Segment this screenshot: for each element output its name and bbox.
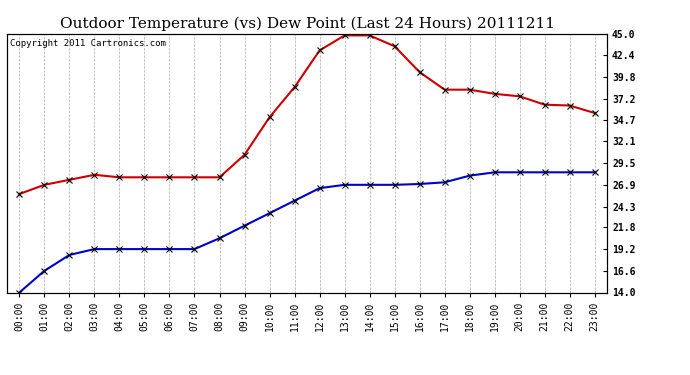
Text: Copyright 2011 Cartronics.com: Copyright 2011 Cartronics.com — [10, 39, 166, 48]
Title: Outdoor Temperature (vs) Dew Point (Last 24 Hours) 20111211: Outdoor Temperature (vs) Dew Point (Last… — [59, 17, 555, 31]
